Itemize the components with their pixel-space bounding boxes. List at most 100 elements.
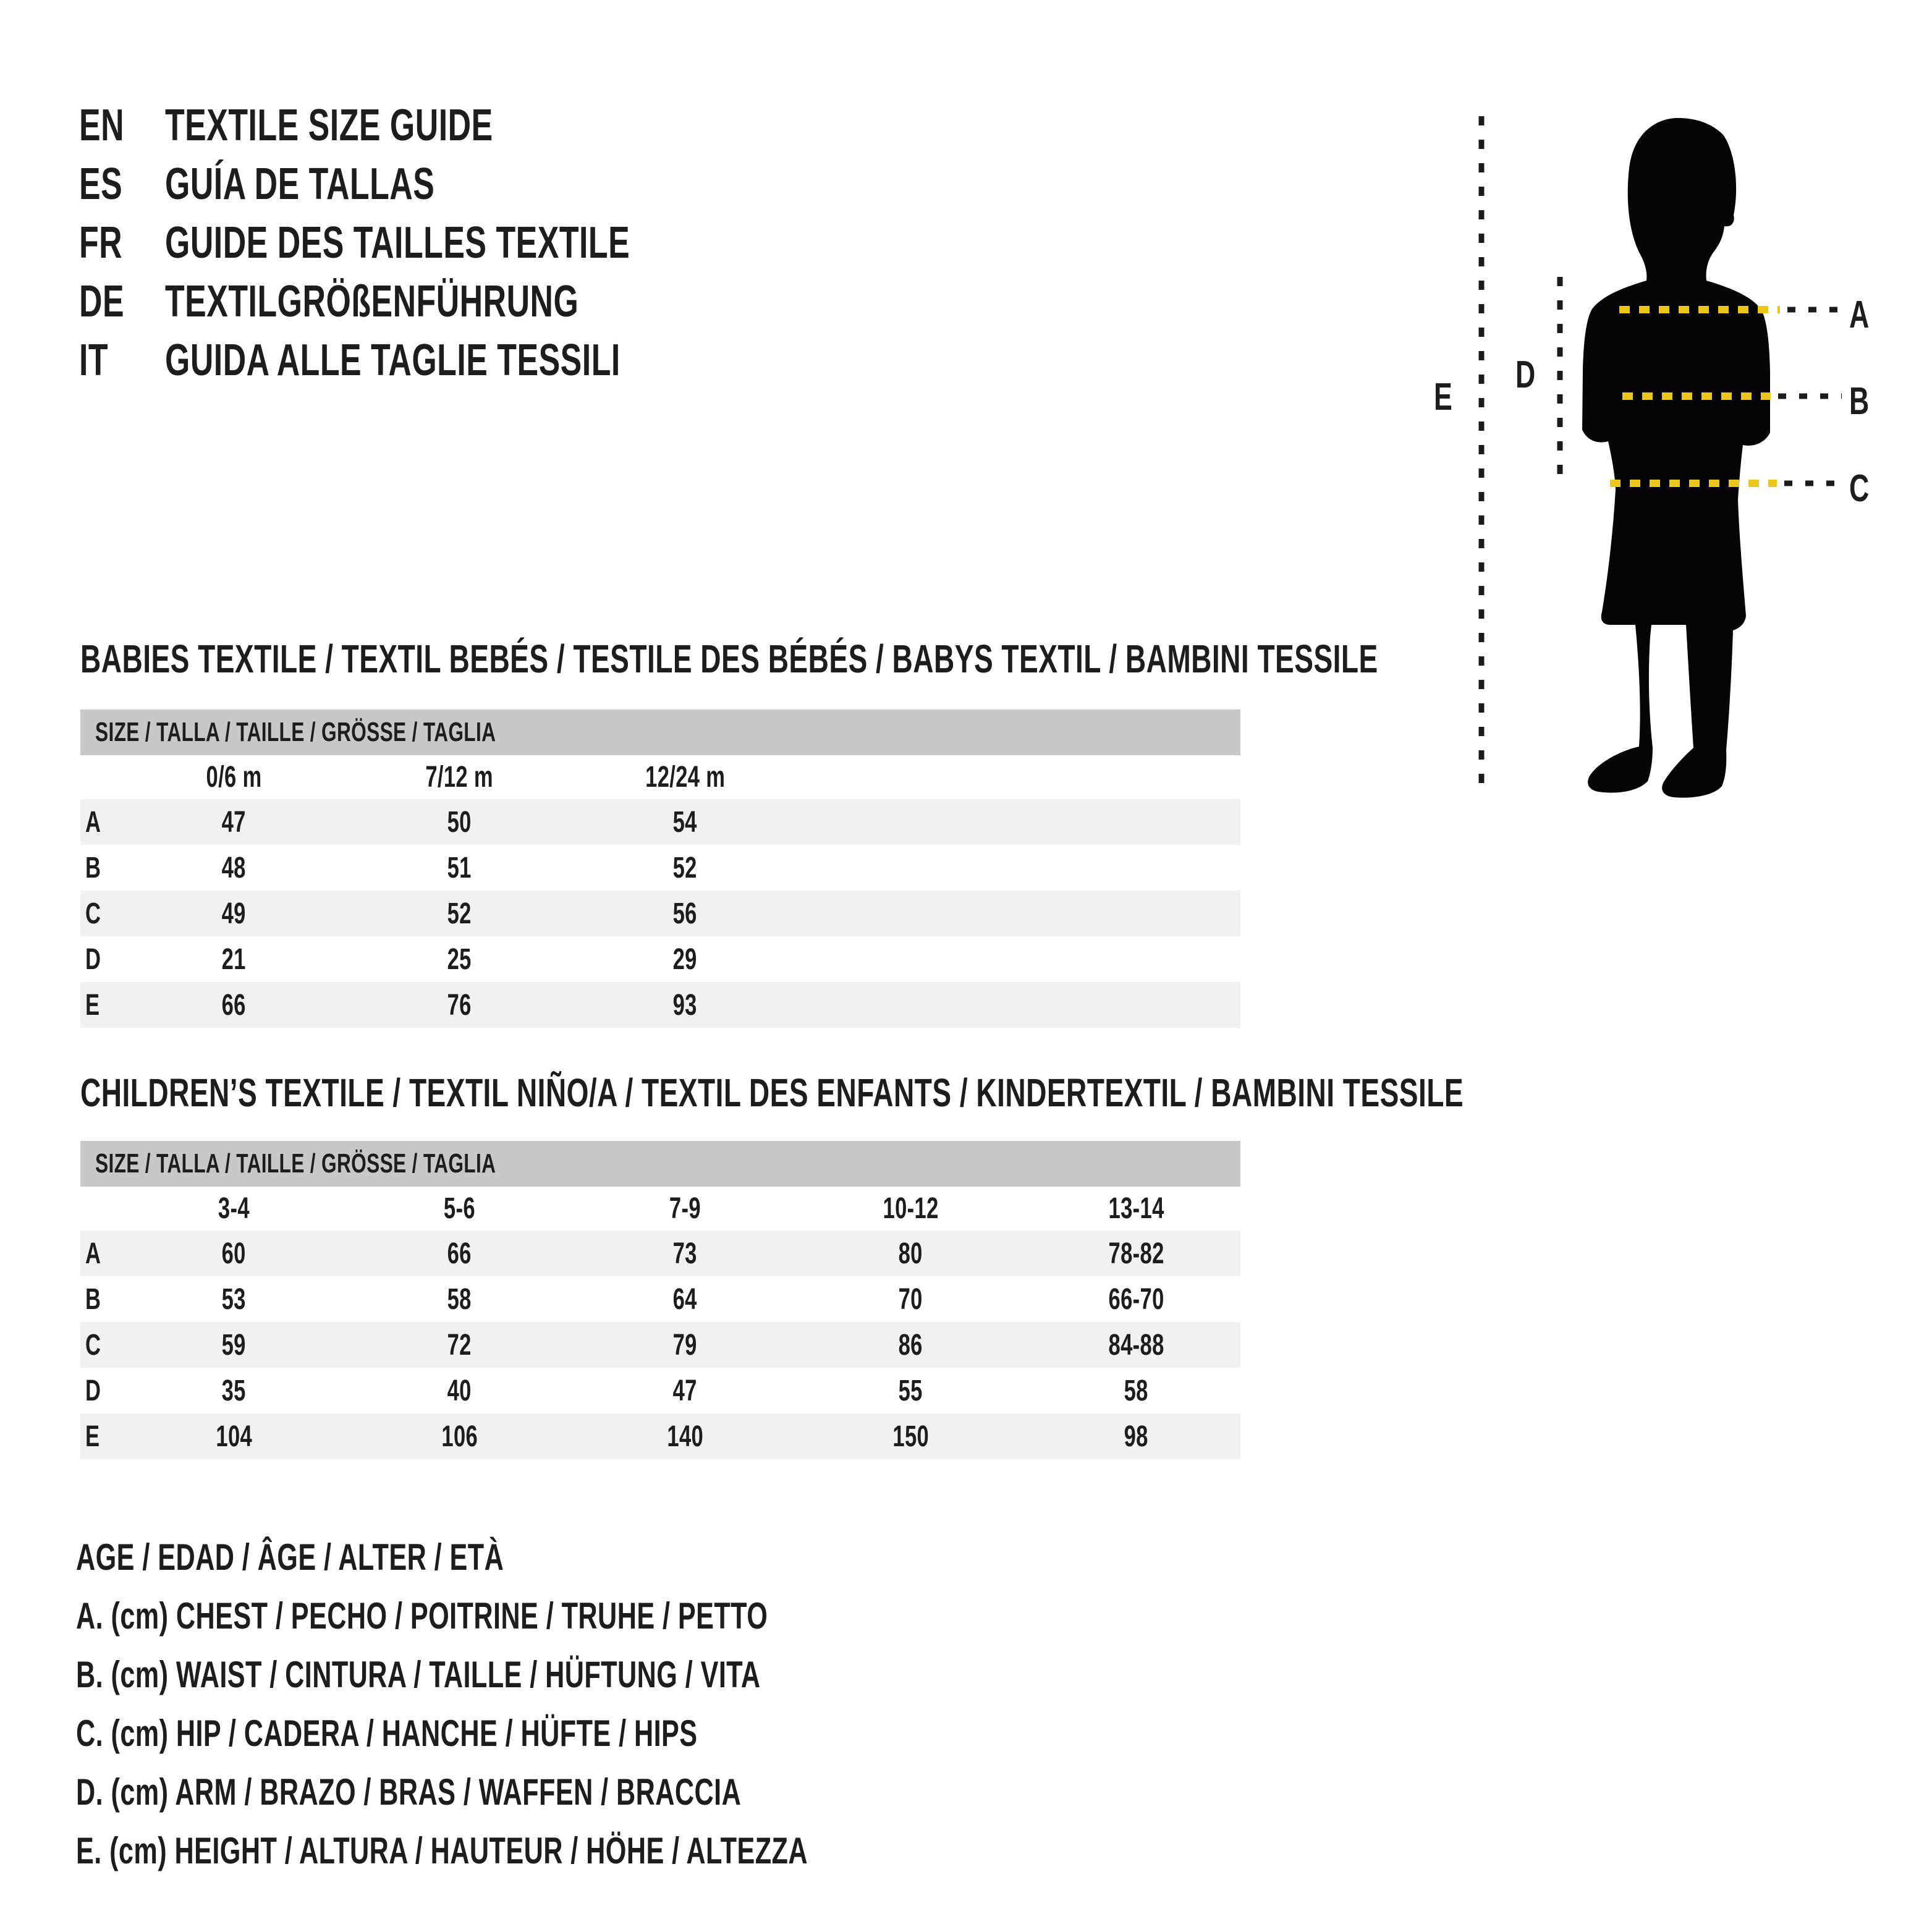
- table-cell: 21: [121, 943, 347, 977]
- measure-label-a-text: A: [1849, 294, 1870, 336]
- lang-title-text: TEXTILGRÖßENFÜHRUNG: [165, 276, 579, 326]
- cell-value: 48: [221, 851, 247, 884]
- cell-value: 47: [221, 805, 247, 839]
- table-cell: 106: [347, 1420, 572, 1454]
- row-label-text: E: [85, 988, 100, 1022]
- cell-value: 40: [447, 1374, 472, 1407]
- table-cell: 58: [347, 1282, 572, 1316]
- column-header-text: 12/24 m: [645, 761, 726, 794]
- table-cell: 50: [347, 805, 572, 839]
- cell-value: 21: [221, 943, 247, 976]
- legend-line-height: E. (cm) HEIGHT / ALTURA / HAUTEUR / HÖHE…: [76, 1821, 1092, 1880]
- babies-section-title-text: BABIES TEXTILE / TEXTIL BEBÉS / TESTILE …: [80, 637, 1378, 681]
- lang-code: DE: [79, 276, 165, 327]
- table-cell: 84-88: [1023, 1328, 1249, 1362]
- table-cell: 55: [798, 1374, 1023, 1408]
- table-cell: 98: [1023, 1420, 1249, 1454]
- column-header-text: 3-4: [218, 1192, 250, 1225]
- measure-label-d-text: D: [1515, 354, 1536, 396]
- children-column-header-row: 3-4 5-6 7-9 10-12 13-14: [80, 1187, 1240, 1231]
- cell-value: 150: [892, 1420, 929, 1453]
- column-header: 13-14: [1023, 1192, 1249, 1226]
- cell-value: 93: [672, 988, 698, 1022]
- table-row: B 48 51 52: [80, 845, 1240, 891]
- cell-value: 73: [672, 1237, 698, 1270]
- table-row: C 49 52 56: [80, 891, 1240, 936]
- cell-value: 55: [898, 1374, 923, 1407]
- column-header-text: 5-6: [443, 1192, 475, 1225]
- legend-line-text: C. (cm) HIP / CADERA / HANCHE / HÜFTE / …: [76, 1713, 698, 1754]
- column-header: 3-4: [121, 1192, 347, 1226]
- babies-section-title: BABIES TEXTILE / TEXTIL BEBÉS / TESTILE …: [80, 639, 1883, 679]
- child-measurement-diagram: [1478, 116, 1842, 798]
- column-header: 0/6 m: [121, 760, 347, 794]
- table-cell: 64: [572, 1282, 798, 1316]
- cell-value: 58: [1124, 1374, 1149, 1407]
- table-cell: 51: [347, 851, 572, 885]
- table-cell: 78-82: [1023, 1237, 1249, 1271]
- table-cell: 80: [798, 1237, 1023, 1271]
- cell-value: 60: [221, 1237, 247, 1270]
- row-label: D: [80, 943, 121, 977]
- cell-value: 70: [898, 1282, 923, 1316]
- row-label: D: [80, 1374, 121, 1408]
- row-label-text: C: [85, 897, 101, 930]
- cell-value: 78-82: [1108, 1237, 1164, 1270]
- row-label-text: A: [85, 805, 101, 839]
- children-section-title-text: CHILDREN’S TEXTILE / TEXTIL NIÑO/A / TEX…: [80, 1070, 1464, 1115]
- row-label: B: [80, 851, 121, 885]
- legend-line-text: A. (cm) CHEST / PECHO / POITRINE / TRUHE…: [76, 1595, 768, 1637]
- cell-value: 66: [221, 988, 247, 1022]
- table-cell: 60: [121, 1237, 347, 1271]
- table-cell: 49: [121, 897, 347, 931]
- cell-value: 53: [221, 1282, 247, 1316]
- size-header-text: SIZE / TALLA / TAILLE / GRÖSSE / TAGLIA: [95, 1148, 496, 1179]
- legend-line-text: B. (cm) WAIST / CINTURA / TAILLE / HÜFTU…: [76, 1654, 761, 1695]
- cell-value: 79: [672, 1328, 698, 1362]
- measure-label-c: C: [1849, 470, 1877, 508]
- table-row: C 59 72 79 86 84-88: [80, 1322, 1240, 1368]
- measure-label-e-text: E: [1434, 376, 1453, 418]
- legend-line-arm: D. (cm) ARM / BRAZO / BRAS / WAFFEN / BR…: [76, 1763, 1092, 1821]
- column-header-text: 7-9: [669, 1192, 701, 1225]
- row-label: B: [80, 1282, 121, 1316]
- lang-row-en: EN TEXTILE SIZE GUIDE: [79, 96, 811, 155]
- column-header-text: 13-14: [1108, 1192, 1164, 1225]
- lang-row-it: IT GUIDA ALLE TAGLIE TESSILI: [79, 331, 811, 389]
- size-header-text: SIZE / TALLA / TAILLE / GRÖSSE / TAGLIA: [95, 717, 496, 747]
- row-label-text: C: [85, 1328, 101, 1362]
- table-cell: 25: [347, 943, 572, 977]
- row-label: A: [80, 1237, 121, 1271]
- lang-code: ES: [79, 159, 165, 210]
- cell-value: 29: [672, 943, 698, 976]
- table-cell: 54: [572, 805, 798, 839]
- column-header-text: 7/12 m: [425, 761, 494, 794]
- table-cell: 40: [347, 1374, 572, 1408]
- column-header: 7-9: [572, 1192, 798, 1226]
- cell-value: 54: [672, 805, 698, 839]
- cell-value: 59: [221, 1328, 247, 1362]
- legend-line-hip: C. (cm) HIP / CADERA / HANCHE / HÜFTE / …: [76, 1704, 1092, 1763]
- table-cell: 47: [121, 805, 347, 839]
- column-header: 12/24 m: [572, 760, 798, 794]
- lang-row-de: DE TEXTILGRÖßENFÜHRUNG: [79, 272, 811, 331]
- cell-value: 80: [898, 1237, 923, 1270]
- size-header-bar: SIZE / TALLA / TAILLE / GRÖSSE / TAGLIA: [80, 710, 1240, 755]
- table-cell: 56: [572, 897, 798, 931]
- legend-line-text: AGE / EDAD / ÂGE / ALTER / ETÀ: [76, 1536, 504, 1578]
- lang-code-text: FR: [79, 218, 123, 268]
- legend-line-text: D. (cm) ARM / BRAZO / BRAS / WAFFEN / BR…: [76, 1771, 742, 1813]
- row-label-text: B: [85, 1282, 101, 1316]
- children-section-title: CHILDREN’S TEXTILE / TEXTIL NIÑO/A / TEX…: [80, 1073, 1932, 1112]
- lang-title: GUIDA ALLE TAGLIE TESSILI: [165, 335, 797, 386]
- table-row: E 66 76 93: [80, 982, 1240, 1028]
- lang-code-text: IT: [79, 335, 109, 385]
- table-cell: 72: [347, 1328, 572, 1362]
- table-cell: 150: [798, 1420, 1023, 1454]
- table-cell: 66-70: [1023, 1282, 1249, 1316]
- table-cell: 59: [121, 1328, 347, 1362]
- cell-value: 51: [447, 851, 472, 884]
- column-header: 10-12: [798, 1192, 1023, 1226]
- row-label: C: [80, 1328, 121, 1362]
- table-row: D 35 40 47 55 58: [80, 1368, 1240, 1413]
